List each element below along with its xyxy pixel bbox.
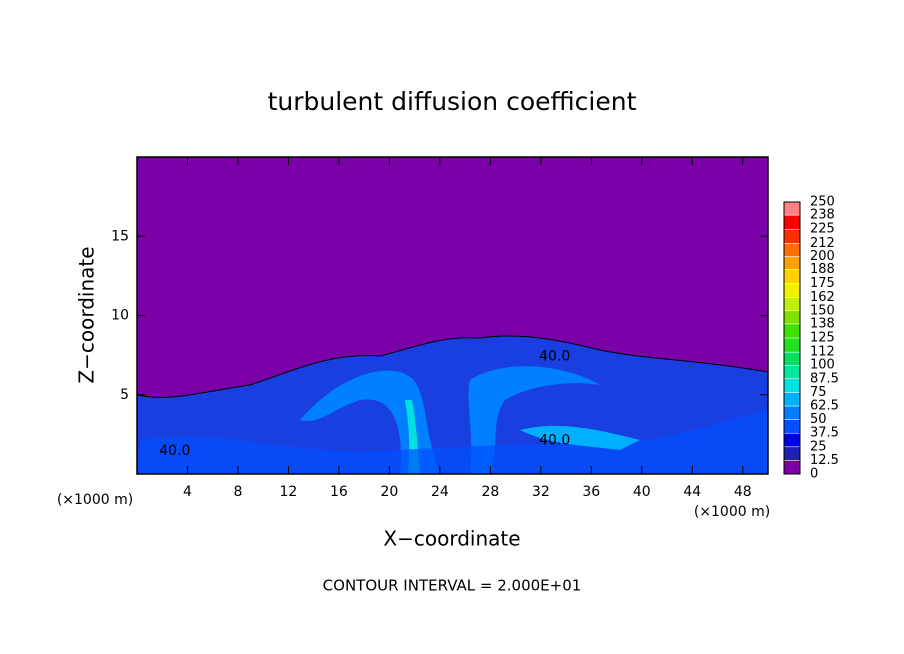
colorbar-bin (783, 310, 801, 325)
x-tick-label: 8 (233, 484, 242, 500)
field-region (137, 410, 768, 474)
colorbar-tick-label: 238 (810, 208, 835, 223)
x-tick-label: 12 (280, 484, 298, 500)
contour-label: 40.0 (539, 433, 570, 449)
colorbar-tick-label: 212 (810, 236, 835, 251)
colorbar-tick-label: 62.5 (810, 399, 839, 414)
colorbar-tick-label: 200 (810, 249, 835, 264)
colorbar-tick-label: 12.5 (810, 453, 839, 468)
x-tick-label: 36 (582, 484, 600, 500)
field (136, 156, 769, 475)
colorbar-tick-label: 188 (810, 262, 835, 277)
colorbar-frame (783, 201, 801, 475)
field-region (468, 366, 600, 474)
y-tick-label: 5 (120, 387, 129, 403)
contour-label: 40.0 (539, 349, 570, 365)
colorbar-bin (783, 351, 801, 366)
x-axis-title: X−coordinate (383, 527, 520, 551)
colorbar-bin (783, 432, 801, 448)
colorbar-tick-label: 250 (810, 195, 835, 210)
y-unit-label: (×1000 m) (694, 504, 770, 520)
colorbar-tick-label: 50 (810, 412, 827, 427)
colorbar-tick-label: 112 (810, 345, 835, 360)
field-region (520, 425, 640, 450)
colorbar-bin (783, 378, 801, 393)
colorbar-tick-label: 87.5 (810, 371, 839, 386)
colorbar-bin (783, 243, 801, 257)
colorbar-bin (783, 337, 801, 353)
x-tick-label: 24 (431, 484, 449, 500)
colorbar-tick-label: 25 (810, 439, 827, 454)
colorbar-bin (783, 419, 801, 434)
colorbar-bin (783, 364, 801, 380)
colorbar-tick-label: 138 (810, 316, 835, 331)
x-tick-label: 48 (734, 484, 752, 500)
x-tick-label: 44 (683, 484, 701, 500)
field-region (300, 370, 440, 474)
colorbar-bin (783, 201, 801, 216)
x-tick-label: 16 (330, 484, 348, 500)
colorbar-tick-label: 175 (810, 276, 835, 291)
colorbar-bin (783, 392, 801, 407)
chart-title: turbulent diffusion coefficient (268, 87, 637, 116)
x-tick-label: 32 (532, 484, 550, 500)
colorbar-bin (783, 405, 801, 420)
contour-label: 40.0 (159, 443, 190, 459)
colorbar-tick-label: 37.5 (810, 426, 839, 441)
colorbar-tick-label: 75 (810, 385, 827, 400)
colorbar-bin (783, 214, 801, 230)
colorbar-bin (783, 256, 801, 270)
colorbar-bin (783, 323, 801, 339)
x-tick-label: 28 (481, 484, 499, 500)
colorbar-bin (783, 228, 801, 244)
y-axis-title: Z−coordinate (75, 246, 99, 383)
colorbar-tick-label: 0 (810, 467, 818, 482)
x-unit-label: (×1000 m) (57, 492, 133, 508)
y-tick-label: 10 (111, 308, 129, 324)
colorbar-bin (783, 460, 801, 475)
colorbar-tick-label: 225 (810, 222, 835, 237)
x-tick-label: 4 (183, 484, 192, 500)
colorbar-tick-label: 162 (810, 290, 835, 305)
colorbar-tick-label: 125 (810, 331, 835, 346)
colorbar-bin (783, 269, 801, 284)
colorbar-bin (783, 446, 801, 461)
colorbar-tick-label: 100 (810, 358, 835, 373)
x-tick-label: 40 (633, 484, 651, 500)
y-tick-label: 15 (111, 228, 129, 244)
x-tick-label: 20 (380, 484, 398, 500)
colorbar-tick-label: 150 (810, 303, 835, 318)
contour-interval-note: CONTOUR INTERVAL = 2.000E+01 (323, 577, 582, 595)
colorbar-bin (783, 297, 801, 312)
colorbar-bin (783, 283, 801, 298)
